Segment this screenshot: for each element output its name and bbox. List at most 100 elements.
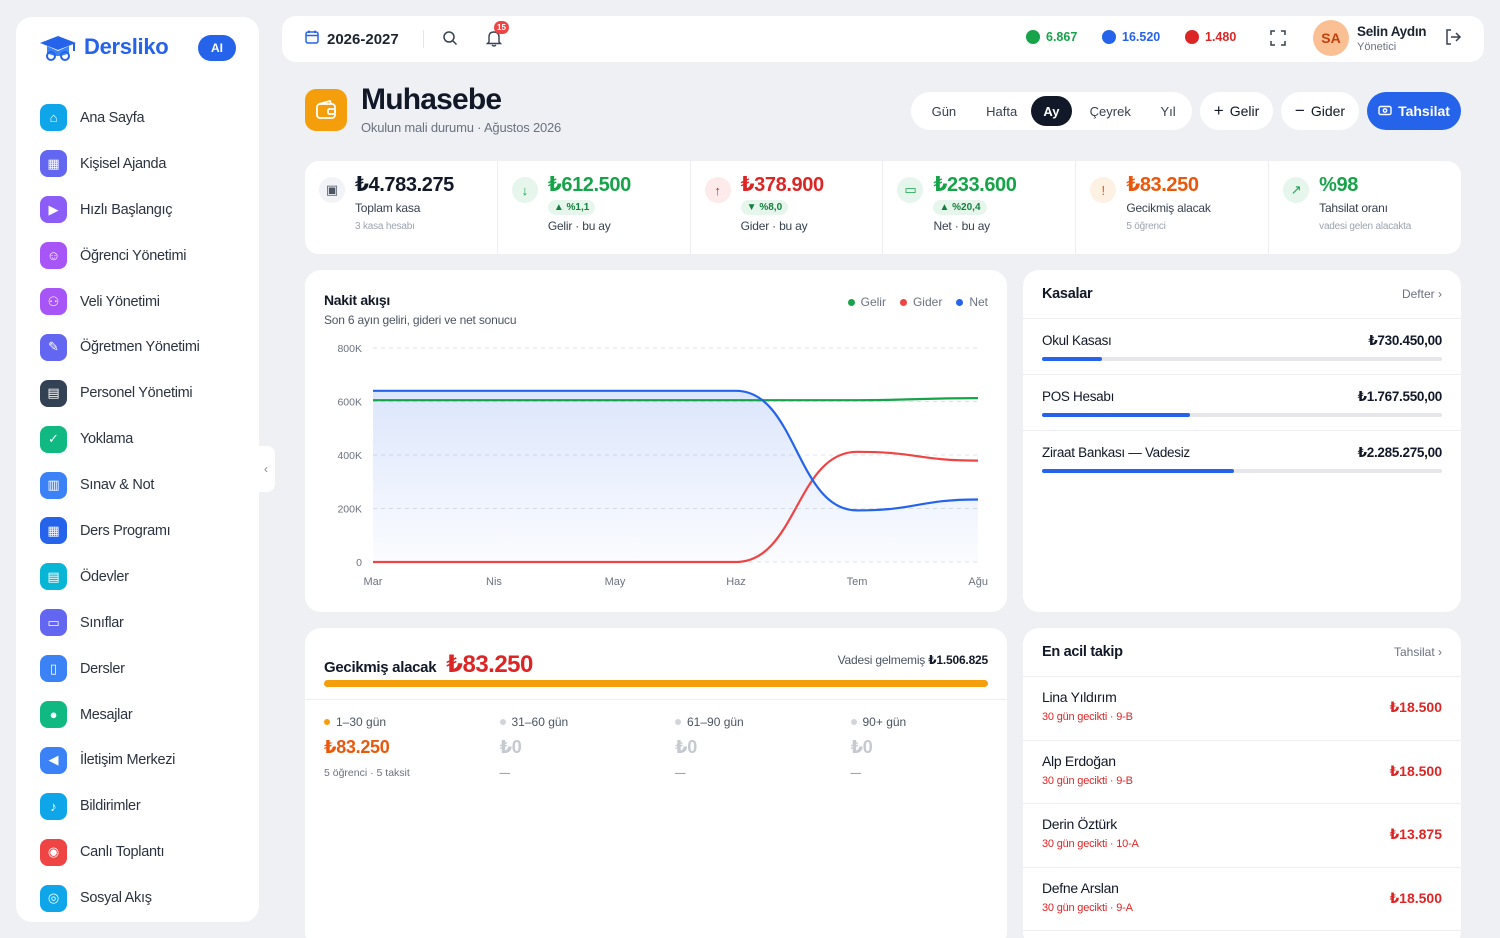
kpi-card[interactable]: ▭ ₺233.600 ▲ %20,4 Net · bu ay bbox=[883, 161, 1077, 254]
series-line-gider[interactable] bbox=[373, 450, 979, 564]
account-row[interactable]: Okul Kasası ₺730.450,00 bbox=[1023, 319, 1461, 375]
ledger-link[interactable]: Defter › bbox=[1401, 287, 1442, 301]
academic-year: 2026-2027 bbox=[327, 30, 399, 48]
sidebar-item[interactable]: ✎ Öğretmen Yönetimi bbox=[40, 324, 250, 370]
sidebar-item[interactable]: ▤ Personel Yönetimi bbox=[40, 370, 250, 416]
accounts-header: Kasalar Defter › bbox=[1023, 270, 1461, 319]
minus-icon: − bbox=[1294, 101, 1305, 120]
sidebar-item[interactable]: ◎ Sosyal Akış bbox=[40, 875, 250, 921]
add-expense-button[interactable]: − Gider bbox=[1281, 92, 1359, 130]
period-month[interactable]: Ay bbox=[1030, 96, 1073, 126]
logout-icon[interactable] bbox=[1444, 28, 1462, 51]
search-icon[interactable] bbox=[440, 28, 460, 48]
add-income-button[interactable]: + Gelir bbox=[1200, 92, 1273, 130]
sidebar-item[interactable]: ⚇ Veli Yönetimi bbox=[40, 279, 250, 325]
overdue-bucket[interactable]: 1–30 gün ₺83.250 5 öğrenci · 5 taksit bbox=[324, 715, 500, 779]
sidebar-item[interactable]: ◀ İletişim Merkezi bbox=[40, 737, 250, 783]
kpi-label: Net · bu ay bbox=[933, 219, 990, 233]
kpi-card[interactable]: ↑ ₺378.900 ▼ %8,0 Gider · bu ay bbox=[691, 161, 884, 254]
sidebar-item[interactable]: ✓ Yoklama bbox=[40, 416, 250, 462]
chevron-left-icon: ‹ bbox=[264, 462, 268, 476]
sidebar-item-label: Hızlı Başlangıç bbox=[80, 201, 173, 218]
sidebar-item-label: Öğretmen Yönetimi bbox=[80, 339, 200, 356]
ai-button[interactable]: AI bbox=[198, 35, 236, 61]
overdue-bucket[interactable]: 90+ gün ₺0 — bbox=[850, 715, 1027, 779]
overdue-title-row: Gecikmiş alacak ₺83.250 bbox=[324, 650, 533, 679]
user-menu[interactable]: SA Selin Aydın Yönetici bbox=[1313, 20, 1427, 56]
sidebar-item[interactable]: ▤ Ödevler bbox=[40, 554, 250, 600]
kpi-label: Gelir · bu ay bbox=[547, 219, 611, 233]
series-line-gelir[interactable] bbox=[372, 397, 979, 402]
trend-icon: ↗ bbox=[1283, 177, 1310, 203]
urgent-list: Lina Yıldırım 30 gün gecikti · 9-B ₺18.500… bbox=[1023, 677, 1461, 931]
urgent-row[interactable]: Alp Erdoğan 30 gün gecikti · 9-B ₺18.500 bbox=[1023, 741, 1461, 804]
y-tick-label: 0 bbox=[356, 557, 362, 569]
kpi-card[interactable]: ! ₺83.250 Gecikmiş alacak 5 öğrenci bbox=[1076, 161, 1270, 254]
period-week[interactable]: Hafta bbox=[986, 103, 1018, 119]
kpi-card[interactable]: ↓ ₺612.500 ▲ %1,1 Gelir · bu ay bbox=[498, 161, 691, 254]
sidebar-item[interactable]: ♪ Bildirimler bbox=[40, 783, 250, 829]
bucket-dot bbox=[499, 719, 506, 725]
cashflow-subtitle: Son 6 ayın geliri, gideri ve net sonucu bbox=[324, 313, 517, 327]
fullscreen-icon[interactable] bbox=[1268, 28, 1288, 48]
sidebar-item[interactable]: ▥ Sınav & Not bbox=[40, 462, 250, 508]
urgent-row[interactable]: Defne Arslan 30 gün gecikti · 9-A ₺18.500 bbox=[1023, 868, 1461, 931]
clipboard-check-icon: ✓ bbox=[40, 425, 67, 453]
graduation-cap-icon bbox=[38, 33, 78, 61]
legend-net[interactable]: Net bbox=[956, 295, 988, 309]
parents-icon: ⚇ bbox=[40, 288, 67, 315]
sidebar-item[interactable]: ▦ Kişisel Ajanda bbox=[40, 141, 250, 187]
overdue-card: Gecikmiş alacak ₺83.250 Vadesi gelmemiş … bbox=[305, 628, 1007, 938]
period-year[interactable]: Yıl bbox=[1160, 103, 1176, 119]
account-name: Okul Kasası bbox=[1042, 333, 1112, 348]
kpi-subtext: 3 kasa hesabı bbox=[355, 221, 415, 232]
period-quarter[interactable]: Çeyrek bbox=[1089, 103, 1131, 119]
sidebar-item[interactable]: ⌂ Ana Sayfa bbox=[40, 95, 250, 141]
legend-income[interactable]: Gelir bbox=[847, 295, 886, 309]
sidebar-item[interactable]: ▦ Ders Programı bbox=[40, 508, 250, 554]
legend-dot bbox=[956, 298, 964, 306]
sidebar-item[interactable]: ▶ Hızlı Başlangıç bbox=[40, 187, 250, 233]
collect-payment-button[interactable]: Tahsilat bbox=[1367, 92, 1461, 130]
sidebar-item[interactable]: ▯ Dersler bbox=[40, 646, 250, 692]
period-day[interactable]: Gün bbox=[931, 103, 957, 119]
account-row[interactable]: Ziraat Bankası — Vadesiz ₺2.285.275,00 bbox=[1023, 431, 1461, 487]
page-subtitle: Okulun mali durumu · Ağustos 2026 bbox=[361, 120, 562, 135]
kpi-value: ₺378.900 bbox=[740, 174, 824, 196]
sidebar-item-label: Sınıflar bbox=[80, 614, 124, 631]
sidebar-collapse-button[interactable]: ‹ bbox=[257, 446, 275, 492]
sidebar-item[interactable]: ◉ Canlı Toplantı bbox=[40, 829, 250, 875]
urgent-row[interactable]: Lina Yıldırım 30 gün gecikti · 9-B ₺18.500 bbox=[1023, 677, 1461, 741]
kpi-card[interactable]: ↗ %98 Tahsilat oranı vadesi gelen alacakta bbox=[1269, 161, 1461, 254]
legend-expense[interactable]: Gider bbox=[899, 295, 942, 309]
account-share-bar bbox=[1042, 469, 1442, 473]
cashflow-card: Nakit akışı Son 6 ayın geliri, gideri ve… bbox=[305, 270, 1007, 612]
academic-year-selector[interactable]: 2026-2027 bbox=[304, 29, 399, 49]
kpi-label: Tahsilat oranı bbox=[1319, 201, 1388, 215]
sidebar-item[interactable]: ● Mesajlar bbox=[40, 692, 250, 738]
kpi-row: ▣ ₺4.783.275 Toplam kasa 3 kasa hesabı ↓ ₺612… bbox=[305, 161, 1461, 254]
schedule-icon: ▦ bbox=[40, 517, 67, 545]
series-line-net[interactable] bbox=[372, 389, 979, 512]
sidebar-item[interactable]: ▭ Sınıflar bbox=[40, 600, 250, 646]
overdue-buckets: 1–30 gün ₺83.250 5 öğrenci · 5 taksit 31–60… bbox=[324, 715, 1026, 779]
collections-link[interactable]: Tahsilat › bbox=[1393, 645, 1442, 659]
delay-detail: 30 gün gecikti · 9-B bbox=[1042, 774, 1133, 787]
account-row[interactable]: POS Hesabı ₺1.767.550,00 bbox=[1023, 375, 1461, 431]
kpi-value: %98 bbox=[1319, 174, 1358, 196]
kpi-content: %98 Tahsilat oranı vadesi gelen alacakta bbox=[1319, 173, 1411, 254]
kpi-card[interactable]: ▣ ₺4.783.275 Toplam kasa 3 kasa hesabı bbox=[305, 161, 498, 254]
app-logo[interactable]: Dersliko bbox=[38, 33, 169, 61]
due-amount: ₺18.500 bbox=[1389, 699, 1442, 715]
sidebar-item-label: Dersler bbox=[80, 660, 125, 677]
chevron-right-icon: › bbox=[1438, 287, 1442, 301]
urgent-row[interactable]: Derin Öztürk 30 gün gecikti · 10-A ₺13.875 bbox=[1023, 804, 1461, 868]
overdue-bucket[interactable]: 31–60 gün ₺0 — bbox=[499, 715, 676, 779]
megaphone-icon: ◀ bbox=[40, 746, 67, 774]
sidebar-item-label: Personel Yönetimi bbox=[80, 385, 193, 402]
cash-icon bbox=[1378, 103, 1392, 119]
sidebar-item[interactable]: ☺ Öğrenci Yönetimi bbox=[40, 233, 250, 279]
student-name: Defne Arslan bbox=[1042, 879, 1119, 896]
overdue-bucket[interactable]: 61–90 gün ₺0 — bbox=[675, 715, 851, 779]
account-share-fill bbox=[1042, 469, 1234, 473]
